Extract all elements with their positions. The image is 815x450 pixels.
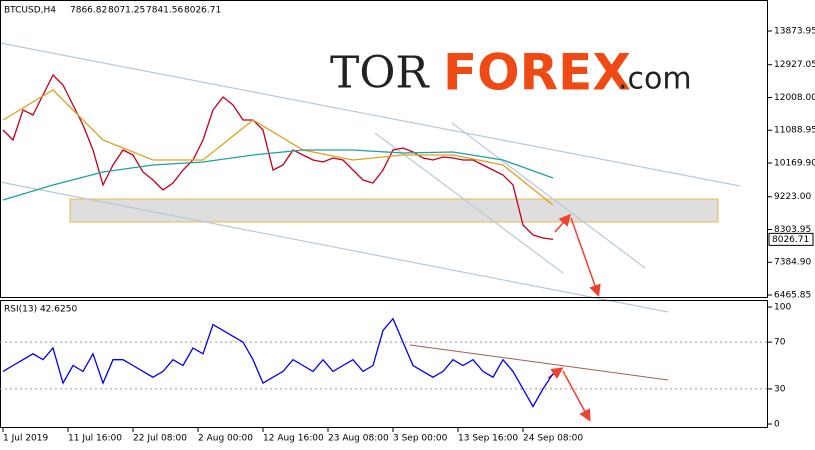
- price-label: 8026.71: [772, 235, 809, 245]
- y-tick-label: 6465.85: [774, 291, 811, 301]
- x-tick-label: 3 Sep 00:00: [393, 434, 448, 444]
- y-tick-label: 9223.00: [774, 192, 811, 202]
- symbol: BTCUSD,H4: [4, 6, 56, 16]
- x-tick-label: 13 Sep 16:00: [458, 434, 518, 444]
- watermark-com: .com: [618, 62, 692, 97]
- ohlc-value: 8071.25: [108, 6, 145, 16]
- ohlc-value: 7866.82: [70, 6, 107, 16]
- rsi-frame: [0, 300, 768, 428]
- series-line: [2, 89, 554, 206]
- rsi-trend-line: [409, 344, 669, 381]
- watermark-tor: TOR: [330, 48, 430, 99]
- x-tick-label: 12 Aug 16:00: [263, 434, 324, 444]
- y-tick-label: 12008.00: [774, 93, 815, 103]
- y-tick-label: 7384.90: [774, 258, 811, 268]
- y-tick-label: 11088.95: [774, 126, 815, 136]
- watermark: TOR FOREX .com: [330, 44, 692, 102]
- y-tick-label: 12927.05: [774, 60, 815, 70]
- price-frame: [0, 0, 768, 298]
- ohlc-value: 8026.71: [184, 6, 221, 16]
- support-zone: [69, 198, 719, 223]
- x-tick-label: 23 Aug 08:00: [328, 434, 389, 444]
- y-tick-label: 13873.95: [774, 26, 815, 36]
- rsi-title: RSI(13) 42.6250: [4, 305, 77, 315]
- arrow: [547, 367, 564, 380]
- series-line: [2, 317, 554, 408]
- trend-lines: [0, 42, 741, 313]
- frames: [0, 0, 768, 428]
- y-tick-label: 30: [774, 384, 786, 394]
- x-tick-label: 2 Aug 00:00: [198, 434, 253, 444]
- x-tick-label: 22 Jul 08:00: [133, 434, 187, 444]
- channel-inner: [374, 132, 564, 274]
- watermark-forex: FOREX: [443, 44, 631, 102]
- series-line: [2, 149, 554, 201]
- y-tick-label: 70: [774, 338, 786, 348]
- y-tick-label: 0: [774, 420, 780, 430]
- y-tick-label: 8303.95: [774, 225, 811, 235]
- y-tick-label: 10169.90: [774, 159, 815, 169]
- arrow: [570, 217, 601, 297]
- channel-upper: [0, 42, 741, 187]
- x-tick-label: 11 Jul 16:00: [68, 434, 122, 444]
- arrow: [554, 213, 571, 233]
- price-box: [768, 232, 814, 246]
- channel-inner: [451, 122, 646, 269]
- arrow: [562, 370, 591, 422]
- x-tick-label: 1 Jul 2019: [3, 434, 48, 444]
- channel-lower: [0, 181, 669, 313]
- forecast-arrows: [547, 213, 601, 422]
- x-tick-label: 24 Sep 08:00: [523, 434, 583, 444]
- ohlc-value: 7841.56: [146, 6, 183, 16]
- series-line: [2, 73, 554, 241]
- y-tick-label: 100: [774, 303, 791, 313]
